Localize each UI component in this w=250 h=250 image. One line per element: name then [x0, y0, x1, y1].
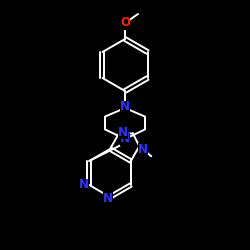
- Text: N: N: [120, 132, 130, 145]
- Text: N: N: [118, 126, 128, 139]
- Text: O: O: [120, 16, 130, 30]
- Text: N: N: [120, 100, 130, 114]
- Text: N: N: [79, 178, 89, 192]
- Text: N: N: [138, 143, 148, 156]
- Text: N: N: [103, 192, 113, 204]
